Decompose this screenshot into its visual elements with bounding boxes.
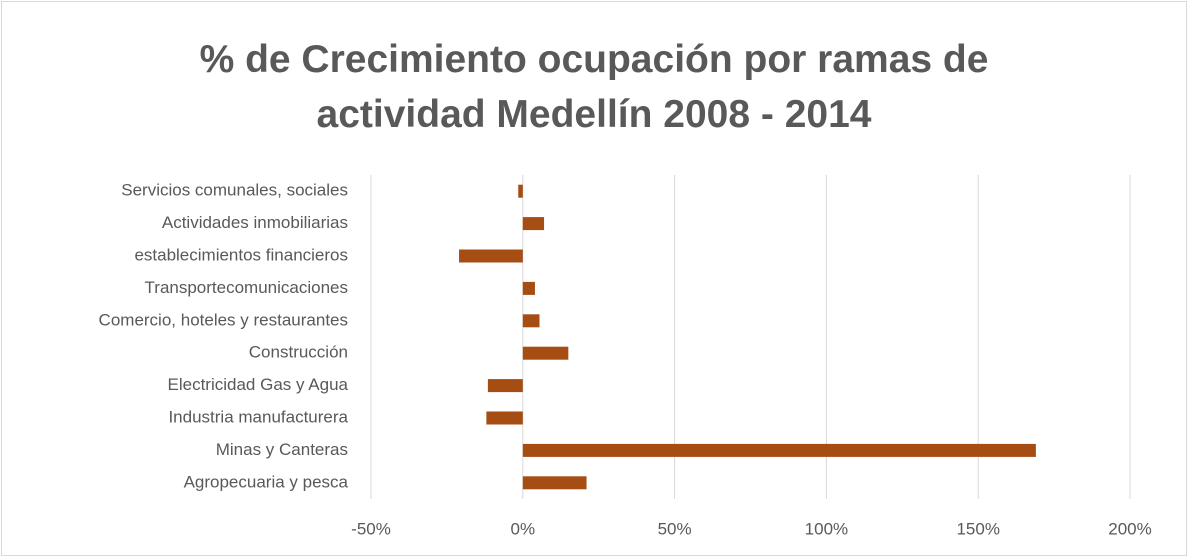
x-tick-label: 100% xyxy=(805,519,848,538)
x-tick-label: 200% xyxy=(1108,519,1151,538)
y-tick-label: Minas y Canteras xyxy=(216,440,348,459)
x-tick-label: 50% xyxy=(658,519,692,538)
bar xyxy=(522,281,535,295)
y-tick-label: Comercio, hoteles y restaurantes xyxy=(99,310,348,329)
bar xyxy=(459,249,523,263)
bar xyxy=(522,217,545,231)
bar xyxy=(522,476,587,490)
bar xyxy=(486,411,523,425)
y-tick-label: Construcción xyxy=(249,343,348,362)
x-tick-label: -50% xyxy=(351,519,391,538)
bar xyxy=(487,379,523,393)
x-tick-label: 150% xyxy=(956,519,999,538)
y-tick-label: Transportecomunicaciones xyxy=(145,278,348,297)
x-tick-label: 0% xyxy=(511,519,536,538)
y-tick-label: Industria manufacturera xyxy=(168,407,348,426)
y-tick-label: Agropecuaria y pesca xyxy=(184,472,349,491)
bar xyxy=(518,184,523,198)
bar xyxy=(522,314,540,328)
chart-title: % de Crecimiento ocupación por ramas de … xyxy=(199,38,989,136)
y-tick-label: establecimientos financieros xyxy=(134,245,348,264)
bar xyxy=(522,443,1036,457)
y-tick-label: Electricidad Gas y Agua xyxy=(168,375,349,394)
y-tick-label: Servicios comunales, sociales xyxy=(121,181,348,200)
y-tick-label: Actividades inmobiliarias xyxy=(162,213,348,232)
bar xyxy=(522,346,569,360)
